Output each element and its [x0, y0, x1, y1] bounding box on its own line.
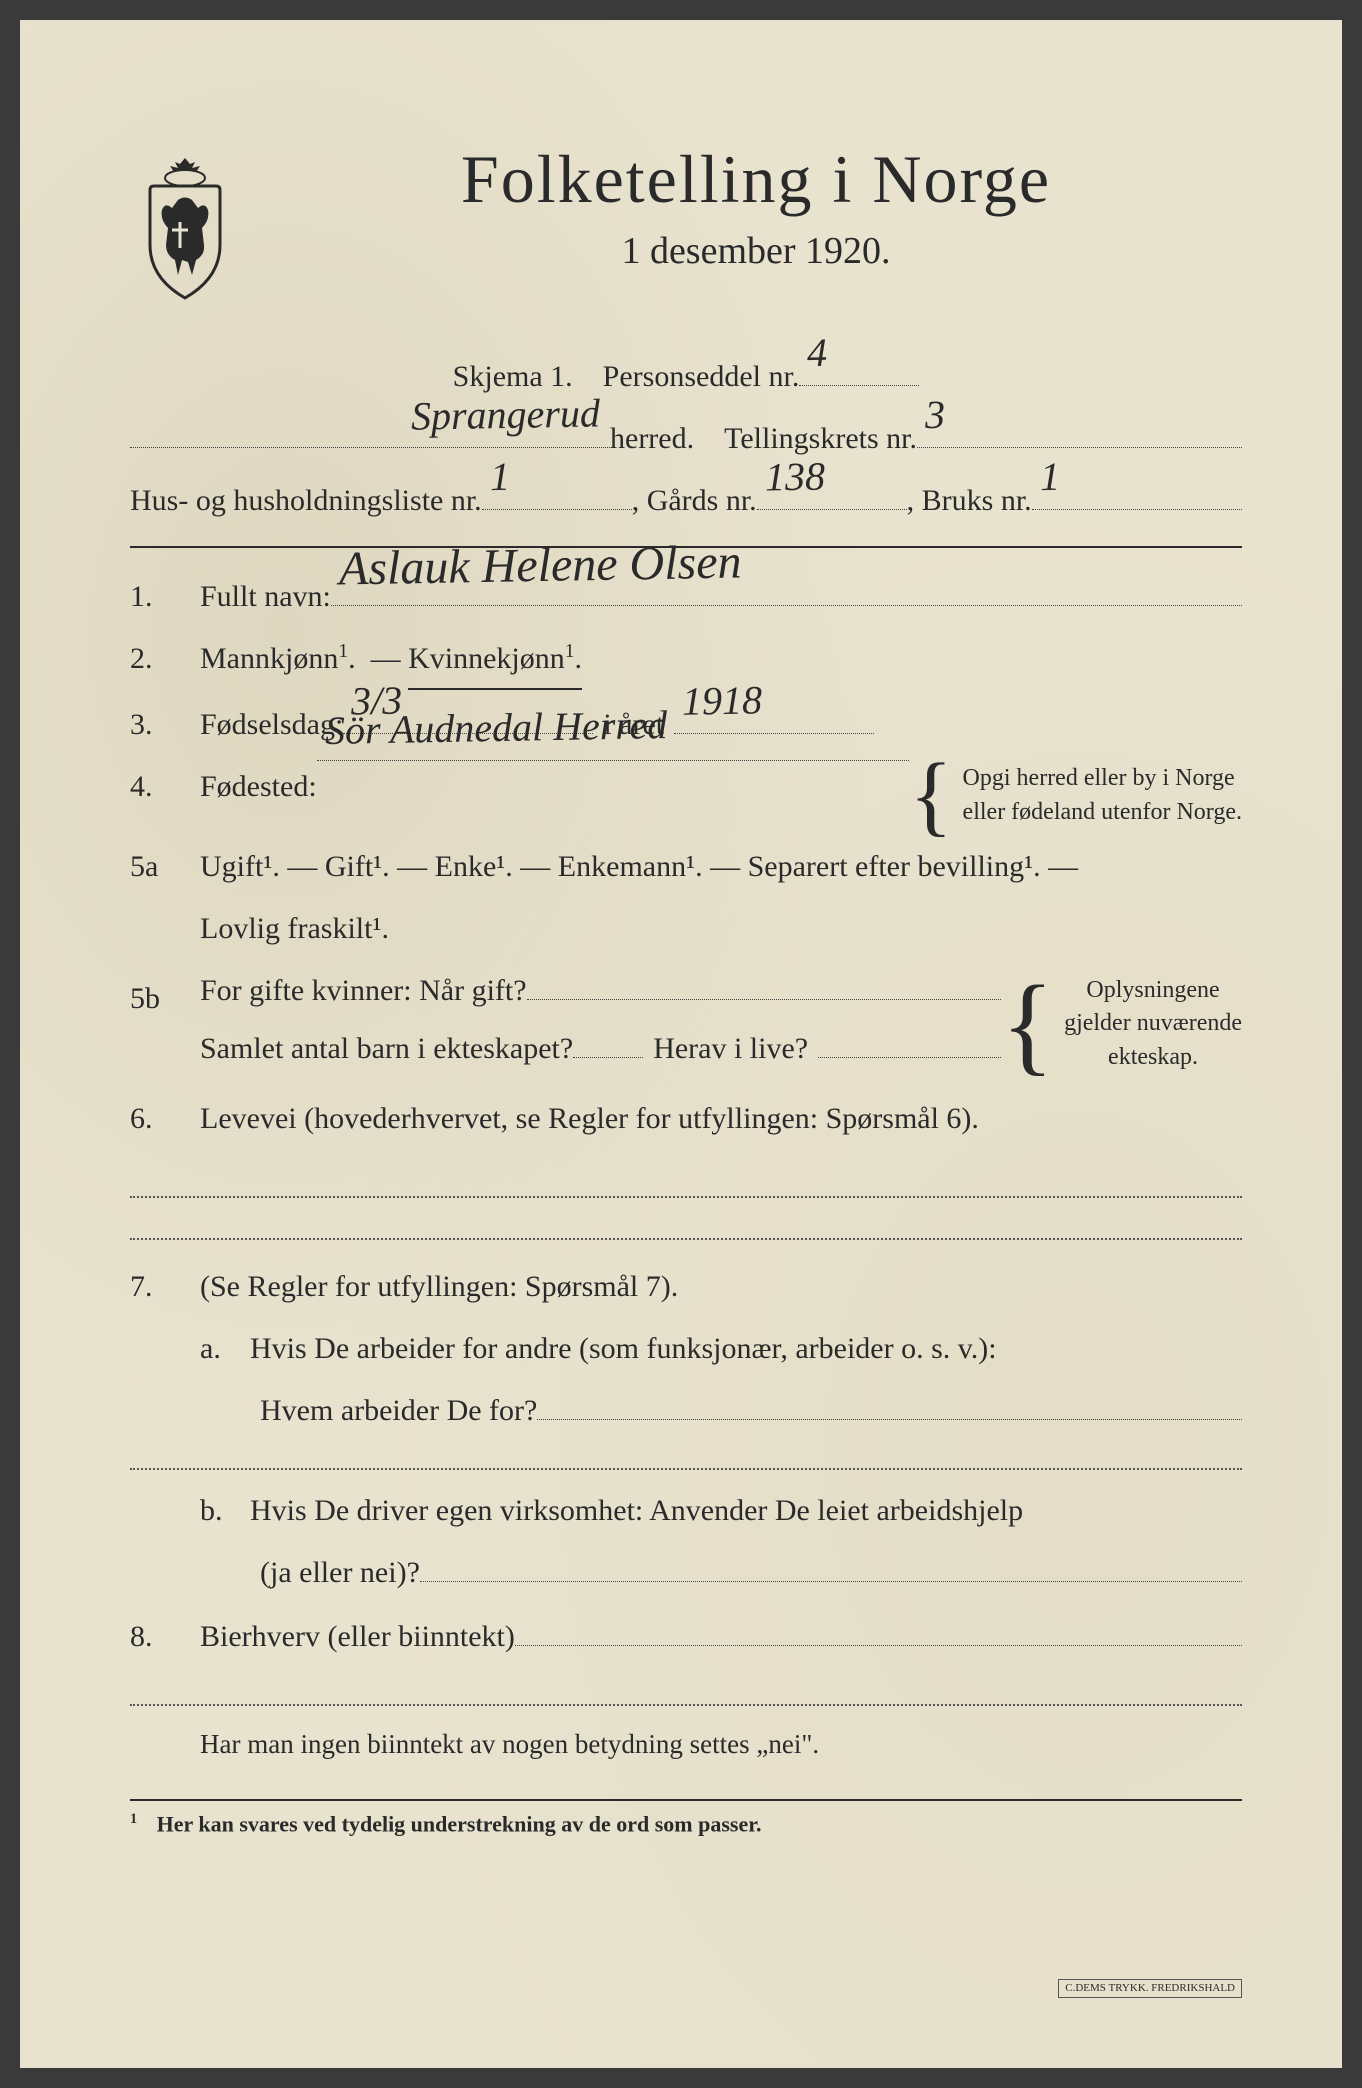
- q7a-line2: Hvem arbeider De for?: [260, 1384, 537, 1438]
- personseddel-value: 4: [807, 317, 828, 389]
- q3-num: 3.: [130, 698, 200, 752]
- footnote: 1 Her kan svares ved tydelig understrekn…: [130, 1811, 1242, 1837]
- q4-label: Fødested:: [200, 760, 317, 814]
- main-title: Folketelling i Norge: [270, 140, 1242, 219]
- q5a-opt-2: Enke¹. —: [435, 840, 551, 894]
- q8-line: [130, 1704, 1242, 1706]
- q3-label: Fødselsdag:: [200, 698, 343, 752]
- q6-num: 6.: [130, 1092, 200, 1146]
- q5a-row2: Lovlig fraskilt¹.: [130, 902, 1242, 956]
- q1-num: 1.: [130, 570, 200, 624]
- footnote-divider: [130, 1799, 1242, 1801]
- footnote-text: Her kan svares ved tydelig understreknin…: [157, 1811, 762, 1836]
- q5b-note: { Oplysningene gjelder nuværende ekteska…: [1001, 974, 1242, 1075]
- q7-num: 7.: [130, 1260, 200, 1314]
- q7b-line2: (ja eller nei)?: [260, 1546, 420, 1600]
- q8-row: 8. Bierhverv (eller biinntekt): [130, 1610, 1242, 1664]
- q5a-row: 5a Ugift¹. — Gift¹. — Enke¹. — Enkemann¹…: [130, 840, 1242, 894]
- q2-kvinne: Kvinnekjønn1.: [408, 632, 582, 690]
- footer-note: Har man ingen biinntekt av nogen betydni…: [200, 1720, 819, 1769]
- q7a-field: [537, 1419, 1242, 1420]
- q5a-opt-3: Enkemann¹. —: [558, 840, 740, 894]
- gards-field: 138: [757, 509, 907, 510]
- q4-num: 4.: [130, 760, 200, 814]
- q2-num: 2.: [130, 632, 200, 686]
- personseddel-field: 4: [799, 385, 919, 386]
- gards-value: 138: [764, 440, 825, 513]
- subtitle: 1 desember 1920.: [270, 229, 1242, 273]
- footnote-marker: 1: [130, 1811, 151, 1827]
- q5b-line2-field1: [573, 1057, 643, 1058]
- herred-label: herred.: [610, 412, 694, 466]
- q8-num: 8.: [130, 1610, 200, 1664]
- q3-year-value: 1918: [682, 664, 763, 737]
- q7-row: 7. (Se Regler for utfyllingen: Spørsmål …: [130, 1260, 1242, 1314]
- q1-label: Fullt navn:: [200, 570, 331, 624]
- q5b-line1-label: For gifte kvinner: Når gift?: [200, 964, 527, 1018]
- q6-row: 6. Levevei (hovederhvervet, se Regler fo…: [130, 1092, 1242, 1146]
- q5a-opt-0: Ugift¹. —: [200, 840, 317, 894]
- bruks-value: 1: [1039, 441, 1060, 513]
- q4-note: { Opgi herred eller by i Norge eller fød…: [909, 760, 1242, 832]
- q7a-line: [130, 1468, 1242, 1470]
- q4-value: Sör Audnedal Herred: [324, 689, 667, 767]
- q1-field: Aslauk Helene Olsen: [331, 605, 1242, 606]
- q5b-line2-label: Samlet antal barn i ekteskapet?: [200, 1022, 573, 1076]
- title-block: Folketelling i Norge 1 desember 1920.: [270, 140, 1242, 273]
- meta-row-2: Sprangerud herred. Tellingskrets nr. 3: [130, 412, 1242, 466]
- q4-field: Sör Audnedal Herred: [317, 760, 910, 761]
- q5a-opt-4: Separert efter bevilling¹. —: [748, 840, 1079, 894]
- footer-note-row: Har man ingen biinntekt av nogen betydni…: [130, 1720, 1242, 1769]
- q5b-line2-mid: Herav i live?: [643, 1022, 818, 1076]
- tellingskrets-field: 3: [917, 447, 1242, 448]
- q7a-row2: Hvem arbeider De for?: [130, 1384, 1242, 1438]
- q7-label: (Se Regler for utfyllingen: Spørsmål 7).: [200, 1260, 678, 1314]
- q7a-line1: Hvis De arbeider for andre (som funksjon…: [250, 1322, 997, 1376]
- q7b-num: b.: [200, 1484, 250, 1538]
- header: Folketelling i Norge 1 desember 1920.: [130, 140, 1242, 300]
- q7b-line1: Hvis De driver egen virksomhet: Anvender…: [250, 1484, 1023, 1538]
- hus-label: Hus­- og husholdningsliste nr.: [130, 474, 482, 528]
- brace-icon: {: [1001, 980, 1054, 1068]
- herred-field: Sprangerud: [130, 447, 610, 448]
- personseddel-label: Personseddel nr.: [603, 350, 800, 404]
- meta-row-1: Skjema 1. Personseddel nr. 4: [130, 350, 1242, 404]
- q7b-field: [420, 1581, 1242, 1582]
- q7b-row1: b. Hvis De driver egen virksomhet: Anven…: [130, 1484, 1242, 1538]
- brace-icon: {: [909, 760, 952, 832]
- bruks-label: , Bruks nr.: [907, 474, 1032, 528]
- q6-line1: [130, 1196, 1242, 1198]
- q5b-row: 5b For gifte kvinner: Når gift? Samlet a…: [130, 964, 1242, 1084]
- printer-mark: C.DEMS TRYKK. FREDRIKSHALD: [1058, 1979, 1242, 1998]
- q4-row: 4. Fødested: Sör Audnedal Herred { Opgi …: [130, 760, 1242, 832]
- q7b-row2: (ja eller nei)?: [130, 1546, 1242, 1600]
- q5a-opt-1: Gift¹. —: [325, 840, 427, 894]
- q8-label: Bierhverv (eller biinntekt): [200, 1610, 515, 1664]
- q7a-row1: a. Hvis De arbeider for andre (som funks…: [130, 1322, 1242, 1376]
- q3-year-field: 1918: [674, 733, 874, 734]
- q5b-line1-field: [527, 999, 1002, 1000]
- q1-row: 1. Fullt navn: Aslauk Helene Olsen: [130, 570, 1242, 624]
- q6-line2: [130, 1238, 1242, 1240]
- coat-of-arms-icon: [130, 150, 240, 300]
- q7a-num: a.: [200, 1322, 250, 1376]
- q1-value: Aslauk Helene Olsen: [338, 519, 742, 612]
- q3-row: 3. Fødselsdag: 3/3 i året 1918: [130, 698, 1242, 752]
- hus-value: 1: [489, 441, 510, 513]
- bruks-field: 1: [1032, 509, 1242, 510]
- q5b-num: 5b: [130, 964, 200, 1026]
- census-form-document: Folketelling i Norge 1 desember 1920. Sk…: [20, 20, 1342, 2068]
- q5a-num: 5a: [130, 840, 200, 894]
- q5a-line2: Lovlig fraskilt¹.: [200, 902, 389, 956]
- q5b-line2-field2: [818, 1057, 1001, 1058]
- hus-field: 1: [482, 509, 632, 510]
- q6-label: Levevei (hovederhvervet, se Regler for u…: [200, 1092, 979, 1146]
- tellingskrets-value: 3: [924, 379, 945, 451]
- q8-field: [515, 1645, 1242, 1646]
